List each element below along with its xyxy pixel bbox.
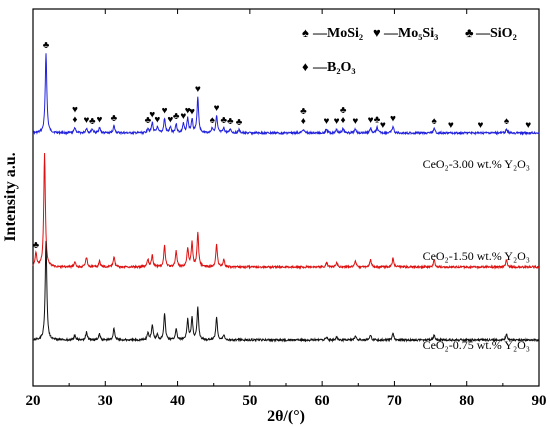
phase-marker: ♠ — [432, 116, 438, 127]
phase-marker: ♥ — [334, 116, 340, 127]
phase-marker-layer: ♣♦♥♥ ♣ ♥ ♣ ♣♥ ♥♥♥ ♣ ♥♥♥♥♠♥♣ ♣ ♣ ♦♣♥ ♥ ♦♣♥ ♥ ♣♥♥ ♠ ♥ ♥ ♠ ♥♣ — [33, 40, 532, 251]
phase-marker: ♣ — [227, 116, 234, 127]
phase-marker: ♦ — [72, 114, 77, 125]
phase-marker: ♥ — [380, 120, 386, 131]
phase-marker: ♣ — [340, 105, 347, 116]
phase-marker: ♥ — [189, 106, 195, 117]
phase-marker: ♠ — [504, 116, 510, 127]
series-line — [32, 153, 540, 270]
legend-item: ♥ —Mo₅Si₃ — [373, 25, 438, 41]
phase-marker: ♥ — [324, 116, 330, 127]
legend-symbol: ♣ — [465, 25, 474, 40]
legend-symbol: ♠ — [302, 25, 309, 40]
series-line — [32, 53, 540, 136]
y-axis-title: Intensity a.u. — [2, 152, 19, 241]
x-tick-label: 40 — [170, 393, 185, 409]
phase-marker: ♥ — [352, 116, 358, 127]
phase-marker: ♣ — [111, 113, 118, 124]
legend-item: ♦ —B₂O₃ — [302, 59, 356, 75]
phase-marker: ♥ — [180, 111, 186, 122]
phase-marker: ♦ — [341, 115, 346, 126]
x-tick-label: 20 — [26, 393, 41, 409]
plot-frame — [32, 8, 540, 387]
sample-label: CeO₂-0.75 wt.% Y₂O₃ — [423, 338, 530, 352]
phase-marker: ♣ — [43, 40, 50, 51]
x-tick-label: 60 — [315, 393, 330, 409]
phase-marker: ♥ — [72, 104, 78, 115]
sample-label: CeO₂-3.00 wt.% Y₂O₃ — [423, 157, 530, 171]
x-tick-label: 30 — [98, 393, 113, 409]
phase-marker: ♥ — [195, 84, 201, 95]
x-axis-title: 2θ/(°) — [267, 408, 305, 425]
legend-label: —SiO₂ — [475, 26, 517, 41]
x-axis-ticks: 20 30 40 50 60 70 80 90 — [26, 9, 547, 409]
phase-marker: ♥ — [154, 114, 160, 125]
legend-label: —Mo₅Si₃ — [383, 26, 438, 41]
phase-marker: ♥ — [525, 120, 531, 131]
phase-marker: ♥ — [477, 120, 483, 131]
phase-marker: ♥ — [167, 114, 173, 125]
legend-item: ♠ —MoSi₂ — [302, 25, 363, 41]
legend-label: —MoSi₂ — [312, 26, 363, 41]
phase-marker: ♥ — [162, 106, 168, 117]
legend-symbol: ♦ — [302, 59, 309, 74]
phase-marker: ♣ — [89, 116, 96, 127]
phase-marker: ♥ — [84, 115, 90, 126]
x-tick-label: 70 — [387, 393, 402, 409]
legend-item: ♣ —SiO₂ — [465, 25, 517, 41]
legend-symbol: ♥ — [373, 25, 381, 40]
series-layer — [32, 53, 540, 343]
phase-marker: ♥ — [368, 115, 374, 126]
phase-marker: ♣ — [33, 240, 40, 251]
phase-marker: ♥ — [448, 120, 454, 131]
sample-label-layer: CeO₂-3.00 wt.% Y₂O₃ CeO₂-1.50 wt.% Y₂O₃ Ce… — [423, 157, 530, 352]
phase-marker: ♣ — [300, 106, 307, 117]
phase-marker: ♣ — [236, 117, 243, 128]
phase-marker: ♦ — [301, 116, 306, 127]
x-tick-label: 80 — [459, 393, 474, 409]
phase-marker: ♣ — [374, 114, 381, 125]
phase-marker: ♣ — [221, 115, 228, 126]
phase-marker: ♥ — [214, 103, 220, 114]
phase-marker: ♠ — [210, 115, 216, 126]
phase-marker: ♣ — [173, 111, 180, 122]
phase-marker: ♥ — [185, 106, 191, 117]
x-tick-label: 50 — [242, 393, 257, 409]
phase-marker: ♥ — [97, 114, 103, 125]
x-tick-label: 90 — [532, 393, 547, 409]
sample-label: CeO₂-1.50 wt.% Y₂O₃ — [423, 249, 530, 263]
legend: ♠ —MoSi₂ ♥ —Mo₅Si₃ ♣ —SiO₂ ♦ —B₂O₃ — [302, 25, 517, 75]
legend-label: —B₂O₃ — [312, 60, 356, 75]
phase-marker: ♥ — [390, 114, 396, 125]
series-line — [32, 240, 540, 343]
phase-marker: ♣ — [145, 115, 152, 126]
phase-marker: ♥ — [149, 110, 155, 121]
